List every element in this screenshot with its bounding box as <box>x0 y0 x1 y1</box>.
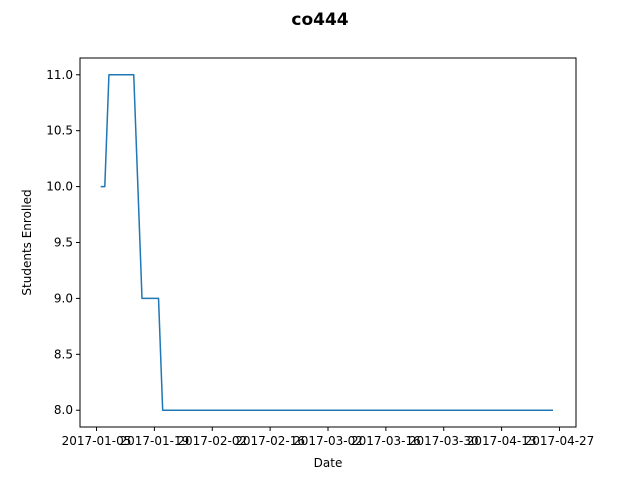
y-tick-label: 8.0 <box>54 403 73 417</box>
plot-frame <box>79 57 577 428</box>
plot-area <box>100 74 553 411</box>
y-tick-label: 9.5 <box>54 236 73 250</box>
x-tick-label: 2017-04-13 <box>467 434 537 448</box>
x-tick-label: 2017-02-02 <box>177 434 247 448</box>
x-axis: 2017-01-052017-01-192017-02-022017-02-16… <box>62 427 595 448</box>
y-axis-label: Students Enrolled <box>20 189 34 295</box>
x-tick-label: 2017-04-27 <box>525 434 595 448</box>
x-tick-label: 2017-01-19 <box>120 434 190 448</box>
y-tick-label: 8.5 <box>54 347 73 361</box>
series-line <box>100 74 553 411</box>
y-tick-label: 9.0 <box>54 291 73 305</box>
chart-title: co444 <box>291 10 348 30</box>
y-tick-label: 11.0 <box>46 68 73 82</box>
y-axis: 8.0 8.5 9.0 9.5 10.0 10.5 11.0 <box>46 68 80 417</box>
x-axis-label: Date <box>314 456 343 470</box>
y-tick-label: 10.0 <box>46 180 73 194</box>
y-tick-label: 10.5 <box>46 124 73 138</box>
x-tick-label: 2017-02-16 <box>235 434 305 448</box>
x-tick-label: 2017-01-05 <box>62 434 132 448</box>
x-tick-label: 2017-03-16 <box>351 434 421 448</box>
x-tick-label: 2017-03-02 <box>293 434 363 448</box>
x-tick-label: 2017-03-30 <box>409 434 479 448</box>
